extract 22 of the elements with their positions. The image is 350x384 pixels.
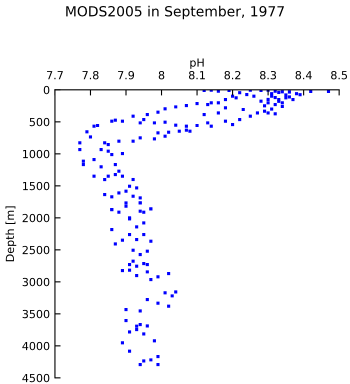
x-axis-title: pH bbox=[190, 58, 204, 69]
y-tick-label: 4000 bbox=[22, 342, 50, 350]
y-axis-title: Depth [m] bbox=[6, 206, 16, 262]
y-tick-label: 0 bbox=[44, 86, 50, 94]
x-tick-label: 8.2 bbox=[224, 70, 240, 80]
x-tick-label: 8 bbox=[158, 70, 164, 80]
x-tick-label: 7.7 bbox=[47, 71, 63, 80]
x-tick-label: 8.5 bbox=[331, 70, 348, 80]
y-tick-label: 500 bbox=[30, 118, 50, 126]
x-tick-label: 8.4 bbox=[296, 70, 312, 80]
y-tick-label: 2500 bbox=[22, 246, 50, 254]
y-tick-label: 1500 bbox=[23, 182, 50, 190]
x-tick-label: 7.9 bbox=[118, 70, 134, 80]
y-tick-label: 3000 bbox=[22, 278, 50, 286]
y-tick-label: 3500 bbox=[22, 310, 50, 318]
y-tick-label: 4500 bbox=[22, 374, 50, 382]
y-tick-label: 2000 bbox=[22, 214, 50, 222]
x-tick-label: 8.1 bbox=[188, 70, 205, 80]
y-tick-label: 1000 bbox=[23, 150, 50, 158]
x-tick-label: 7.8 bbox=[82, 70, 99, 80]
x-tick-label: 8.3 bbox=[260, 70, 276, 80]
chart-title: MODS2005 in September, 1977 bbox=[66, 6, 284, 20]
